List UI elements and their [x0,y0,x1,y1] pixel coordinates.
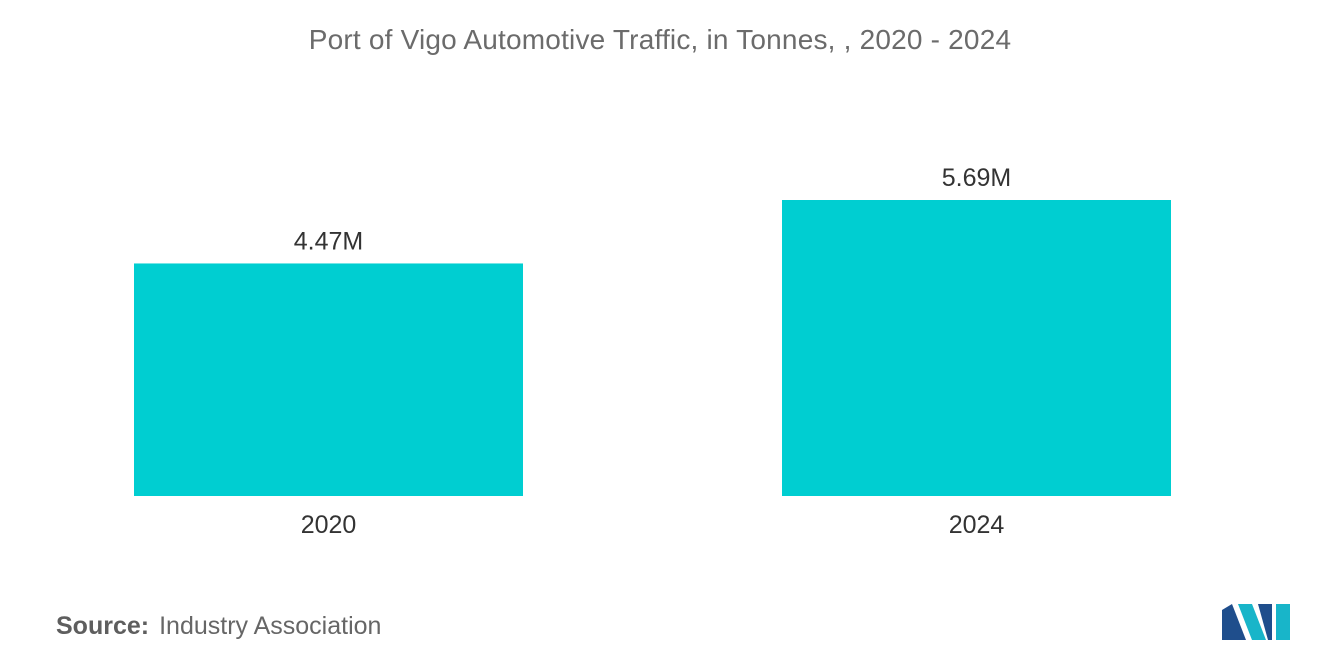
source-note: Source: Industry Association [56,612,381,641]
value-label-2024: 5.69M [942,164,1011,192]
value-label-2020: 4.47M [294,227,363,255]
bars-layer [134,200,1171,496]
source-prefix: Source: [56,612,150,640]
bar-2024 [782,200,1171,496]
source-text: Industry Association [159,612,382,640]
labels-layer: 4.47M 2020 5.69M 2024 [294,164,1011,539]
chart-title: Port of Vigo Automotive Traffic, in Tonn… [308,24,1012,55]
tick-label-2024: 2024 [949,511,1005,539]
bar-chart: 4.47M 2020 5.69M 2024 [134,164,1171,539]
tick-label-2020: 2020 [301,511,357,539]
mordor-intelligence-logo-icon [1222,604,1290,640]
bar-2020 [134,263,523,496]
